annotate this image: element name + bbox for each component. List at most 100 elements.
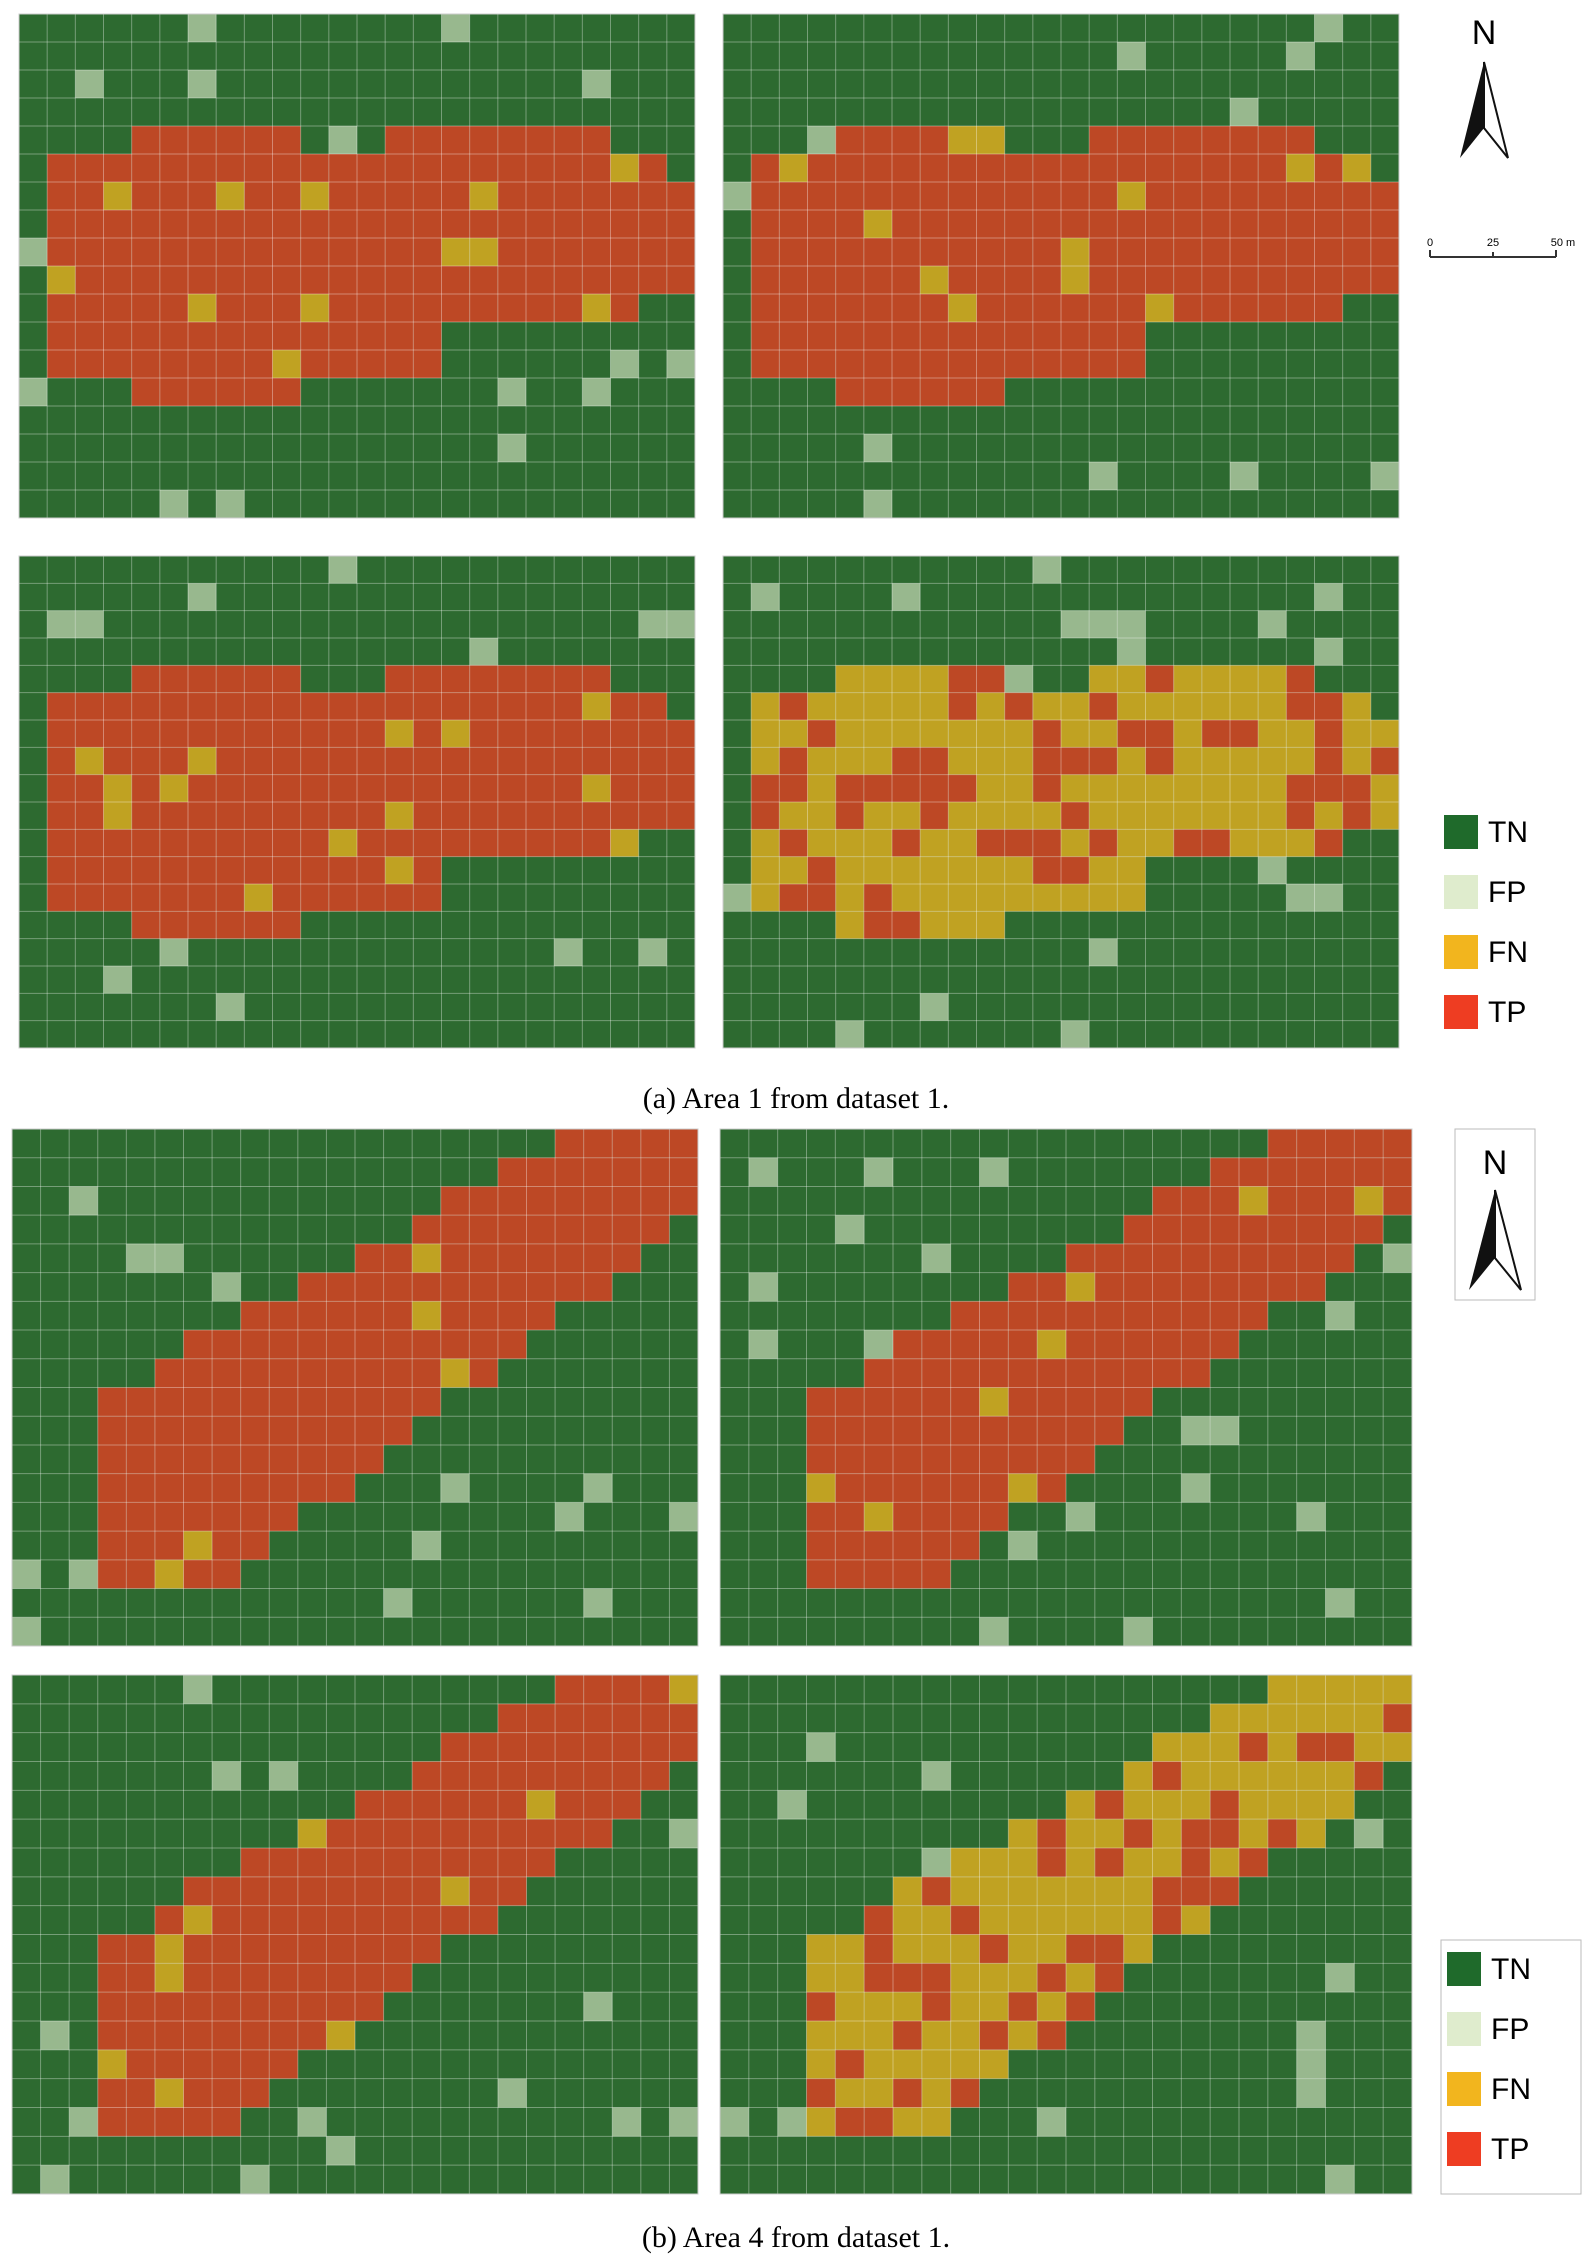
- cell: [355, 1819, 384, 1848]
- cell: [1201, 720, 1230, 748]
- cell: [751, 747, 780, 775]
- map-panel: [11, 1128, 699, 1647]
- cell: [1383, 1675, 1412, 1704]
- cell: [1089, 802, 1118, 830]
- cell: [154, 1387, 184, 1417]
- cell: [554, 665, 583, 693]
- cell: [244, 322, 273, 350]
- cell: [979, 1617, 1009, 1646]
- cell: [864, 1559, 893, 1589]
- cell: [497, 1732, 527, 1762]
- cell: [1094, 1819, 1124, 1848]
- cell: [1210, 1761, 1239, 1791]
- cell: [413, 154, 442, 182]
- cell: [355, 1790, 384, 1820]
- scale-label: 25: [1487, 237, 1499, 249]
- cell: [1152, 1876, 1182, 1906]
- cell: [1004, 692, 1033, 720]
- cell: [948, 154, 977, 182]
- cell: [272, 238, 301, 266]
- cell: [188, 692, 217, 720]
- cell: [1296, 1186, 1326, 1216]
- map-panel: [722, 555, 1400, 1049]
- cell: [893, 1416, 922, 1445]
- cell: [244, 266, 273, 294]
- cell: [1342, 747, 1371, 775]
- cell: [920, 294, 949, 322]
- cell: [610, 266, 639, 294]
- cell: [1239, 1732, 1268, 1762]
- cell: [47, 210, 76, 238]
- cell: [441, 154, 470, 182]
- cell: [385, 182, 414, 210]
- cell: [948, 774, 977, 802]
- panel-border: [719, 1128, 1413, 1647]
- cell: [948, 294, 977, 322]
- cell: [835, 747, 864, 775]
- cell: [1230, 154, 1259, 182]
- cell: [244, 829, 273, 857]
- cell: [1210, 1157, 1239, 1187]
- cell: [1004, 182, 1033, 210]
- cell: [1037, 2107, 1066, 2137]
- cell: [948, 266, 977, 294]
- cell: [1032, 802, 1061, 830]
- cell: [355, 1848, 384, 1877]
- cell: [526, 1186, 556, 1216]
- cell: [583, 1157, 613, 1187]
- cell: [864, 1531, 893, 1560]
- cell: [920, 911, 949, 939]
- legend-swatch: [1444, 935, 1478, 969]
- cell: [326, 1992, 355, 2021]
- cell: [103, 322, 132, 350]
- cell: [806, 1934, 836, 1964]
- cell: [97, 1531, 127, 1560]
- cell: [497, 802, 526, 830]
- cell: [188, 154, 217, 182]
- cell: [272, 154, 301, 182]
- cell: [892, 154, 921, 182]
- cell: [863, 747, 892, 775]
- cell: [131, 266, 160, 294]
- cell: [183, 2107, 213, 2137]
- cell: [807, 350, 836, 378]
- cell: [920, 802, 949, 830]
- cell: [751, 322, 780, 350]
- cell: [357, 350, 386, 378]
- cell: [1296, 1129, 1326, 1158]
- cell: [526, 1703, 556, 1733]
- cell: [1037, 1444, 1066, 1474]
- cell: [240, 1531, 270, 1560]
- cell: [297, 1272, 327, 1302]
- cell: [806, 2049, 836, 2079]
- cell: [526, 154, 555, 182]
- cell: [103, 350, 132, 378]
- cell: [272, 322, 301, 350]
- cell: [1173, 802, 1202, 830]
- cell: [950, 1502, 980, 1532]
- cell: [1239, 1243, 1268, 1273]
- cell: [413, 266, 442, 294]
- cell: [1094, 1387, 1124, 1417]
- cell: [864, 2049, 893, 2079]
- cell: [75, 774, 104, 802]
- cell: [469, 692, 498, 720]
- cell: [131, 911, 160, 939]
- cell: [1173, 266, 1202, 294]
- cell: [669, 1732, 698, 1762]
- legend-swatch: [1447, 1952, 1481, 1986]
- cell: [497, 720, 526, 748]
- cell: [269, 1387, 298, 1417]
- cell: [976, 665, 1005, 693]
- cell: [240, 2165, 270, 2194]
- cell: [272, 774, 301, 802]
- cell: [75, 70, 104, 98]
- cell: [188, 720, 217, 748]
- cell: [583, 1819, 613, 1848]
- cell: [920, 720, 949, 748]
- cell: [863, 378, 892, 406]
- cell: [1239, 1157, 1268, 1187]
- cell: [75, 720, 104, 748]
- cell: [385, 774, 414, 802]
- cell: [1314, 747, 1343, 775]
